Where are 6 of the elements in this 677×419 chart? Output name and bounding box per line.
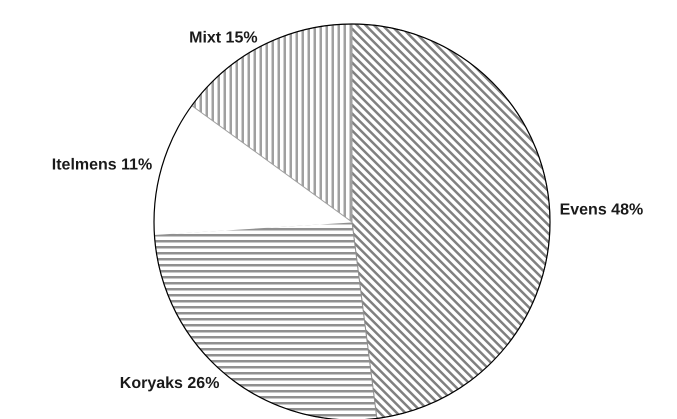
- slice-label: Evens 48%: [560, 202, 644, 219]
- slice-label: Itelmens 11%: [52, 156, 152, 174]
- pie-slice: [352, 24, 550, 419]
- slice-label: Koryaks 26%: [120, 374, 220, 392]
- slice-label: Mixt 15%: [189, 29, 258, 46]
- pie-slice: [191, 24, 352, 222]
